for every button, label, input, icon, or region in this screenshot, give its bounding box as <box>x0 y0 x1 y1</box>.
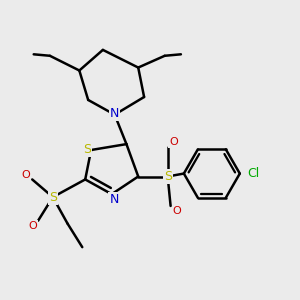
Text: S: S <box>83 143 91 157</box>
Text: S: S <box>164 170 172 183</box>
Text: O: O <box>173 206 182 216</box>
Text: N: N <box>110 193 119 206</box>
Text: Cl: Cl <box>247 167 260 180</box>
Text: O: O <box>28 221 37 231</box>
Text: O: O <box>21 170 30 180</box>
Text: O: O <box>169 137 178 147</box>
Text: S: S <box>49 190 57 204</box>
Text: N: N <box>110 107 119 120</box>
